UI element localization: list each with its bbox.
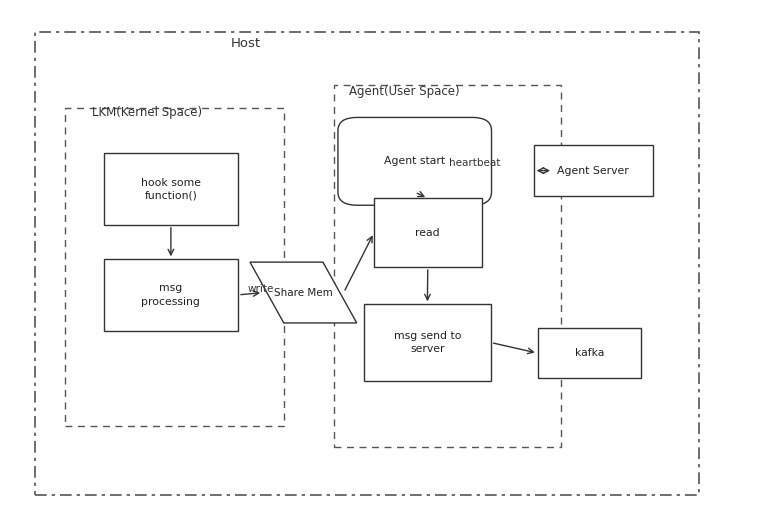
Text: msg
processing: msg processing xyxy=(141,284,200,306)
Bar xyxy=(65,108,284,426)
FancyBboxPatch shape xyxy=(338,117,492,205)
Text: read: read xyxy=(415,228,440,238)
Text: Share Mem: Share Mem xyxy=(274,288,333,297)
Text: kafka: kafka xyxy=(574,348,604,358)
Text: Agent start: Agent start xyxy=(384,157,445,166)
Text: Host: Host xyxy=(230,37,261,50)
Text: write: write xyxy=(248,285,274,294)
Text: Agent(User Space): Agent(User Space) xyxy=(349,85,460,98)
Text: heartbeat: heartbeat xyxy=(449,158,500,168)
Bar xyxy=(364,304,491,381)
Bar xyxy=(538,328,641,378)
Bar xyxy=(35,32,699,495)
Text: msg send to
server: msg send to server xyxy=(394,331,461,354)
Polygon shape xyxy=(250,262,356,323)
Text: Agent Server: Agent Server xyxy=(558,166,629,176)
Text: hook some
function(): hook some function() xyxy=(141,178,201,200)
Bar xyxy=(104,259,238,331)
Text: LKM(Kernel Space): LKM(Kernel Space) xyxy=(92,106,202,119)
Bar xyxy=(104,153,238,225)
Bar xyxy=(534,145,653,196)
Bar xyxy=(334,85,561,447)
Bar xyxy=(374,198,482,267)
